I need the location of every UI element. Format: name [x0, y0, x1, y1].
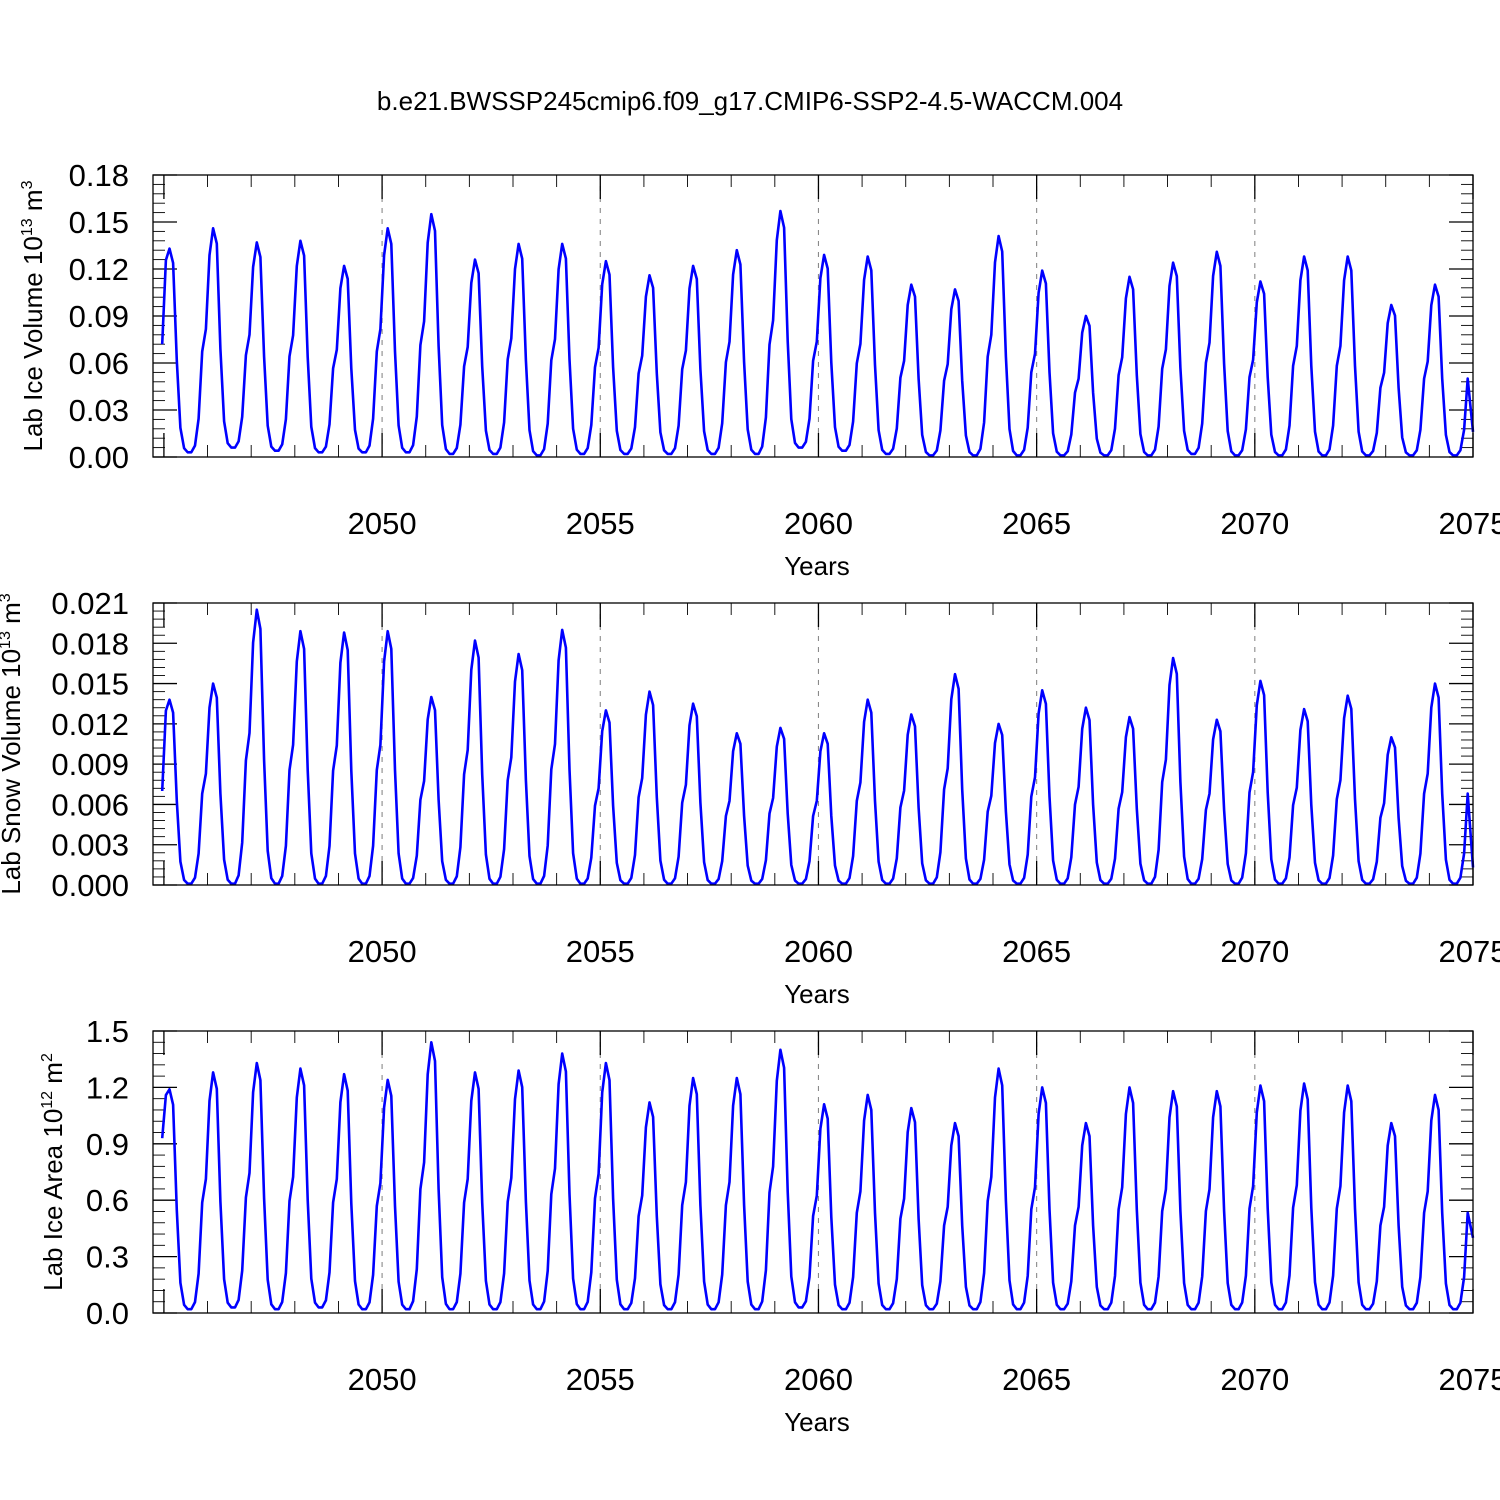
x-tick-label: 2060 — [784, 1362, 853, 1397]
panel-ice-volume: 0.00 0.03 0.06 0.09 0.12 0.15 0.18 2050 2055 2060… — [18, 158, 1500, 581]
x-tick-label: 2075 — [1439, 934, 1500, 969]
x-axis-label: Years — [784, 551, 850, 581]
y-tick-label: 0.0 — [86, 1296, 129, 1331]
y-tick-label: 0.003 — [51, 828, 129, 863]
y-tick-label: 0.18 — [69, 158, 129, 193]
plot-frame — [152, 174, 1474, 458]
x-tick-label: 2065 — [1002, 1362, 1071, 1397]
y-tick-label: 1.5 — [86, 1014, 129, 1049]
x-tick-label: 2065 — [1002, 934, 1071, 969]
figure-title: b.e21.BWSSP245cmip6.f09_g17.CMIP6-SSP2-4… — [377, 86, 1123, 116]
x-tick-label: 2070 — [1220, 506, 1289, 541]
y-tick-label: 0.15 — [69, 205, 129, 240]
x-tick-label: 2055 — [566, 1362, 635, 1397]
y-tick-label: 0.018 — [51, 626, 129, 661]
y-tick-label: 0.6 — [86, 1183, 129, 1218]
y-tick-label: 0.09 — [69, 299, 129, 334]
y-axis-label: Lab Ice Volume 1013 m3 — [18, 180, 48, 451]
y-tick-label: 0.021 — [51, 586, 129, 621]
x-tick-label: 2050 — [348, 506, 417, 541]
y-axis-label: Lab Ice Area 1012 m2 — [38, 1053, 68, 1291]
y-tick-label: 0.3 — [86, 1240, 129, 1275]
y-tick-label: 0.9 — [86, 1127, 129, 1162]
x-tick-label: 2070 — [1220, 934, 1289, 969]
series-line-ice-volume — [160, 209, 1475, 457]
x-tick-label: 2060 — [784, 506, 853, 541]
x-tick-label: 2055 — [566, 506, 635, 541]
x-tick-label: 2055 — [566, 934, 635, 969]
series-line-snow-volume — [160, 608, 1475, 885]
x-tick-label: 2075 — [1439, 506, 1500, 541]
y-tick-label: 0.009 — [51, 747, 129, 782]
y-tick-label: 0.012 — [51, 707, 129, 742]
series-line-ice-area — [160, 1041, 1475, 1311]
y-tick-label: 0.03 — [69, 393, 129, 428]
y-tick-label: 0.000 — [51, 868, 129, 903]
x-tick-label: 2060 — [784, 934, 853, 969]
y-axis-label: Lab Snow Volume 1013 m3 — [0, 593, 26, 894]
plot-frame — [152, 1030, 1474, 1314]
panel-ice-area: 0.0 0.3 0.6 0.9 1.2 1.5 2050 2055 2060 2065 2070 20… — [38, 1014, 1500, 1437]
plot-frame — [152, 602, 1474, 886]
x-axis-label: Years — [784, 1407, 850, 1437]
y-tick-label: 1.2 — [86, 1070, 129, 1105]
x-tick-label: 2070 — [1220, 1362, 1289, 1397]
x-tick-label: 2050 — [348, 934, 417, 969]
x-tick-label: 2075 — [1439, 1362, 1500, 1397]
panel-snow-volume: 0.000 0.003 0.006 0.009 0.012 0.015 0.018 0.021… — [0, 586, 1500, 1009]
y-tick-label: 0.006 — [51, 787, 129, 822]
x-tick-label: 2065 — [1002, 506, 1071, 541]
x-axis-label: Years — [784, 979, 850, 1009]
x-tick-label: 2050 — [348, 1362, 417, 1397]
y-tick-label: 0.015 — [51, 667, 129, 702]
y-tick-label: 0.12 — [69, 252, 129, 287]
y-tick-label: 0.00 — [69, 440, 129, 475]
y-tick-label: 0.06 — [69, 346, 129, 381]
